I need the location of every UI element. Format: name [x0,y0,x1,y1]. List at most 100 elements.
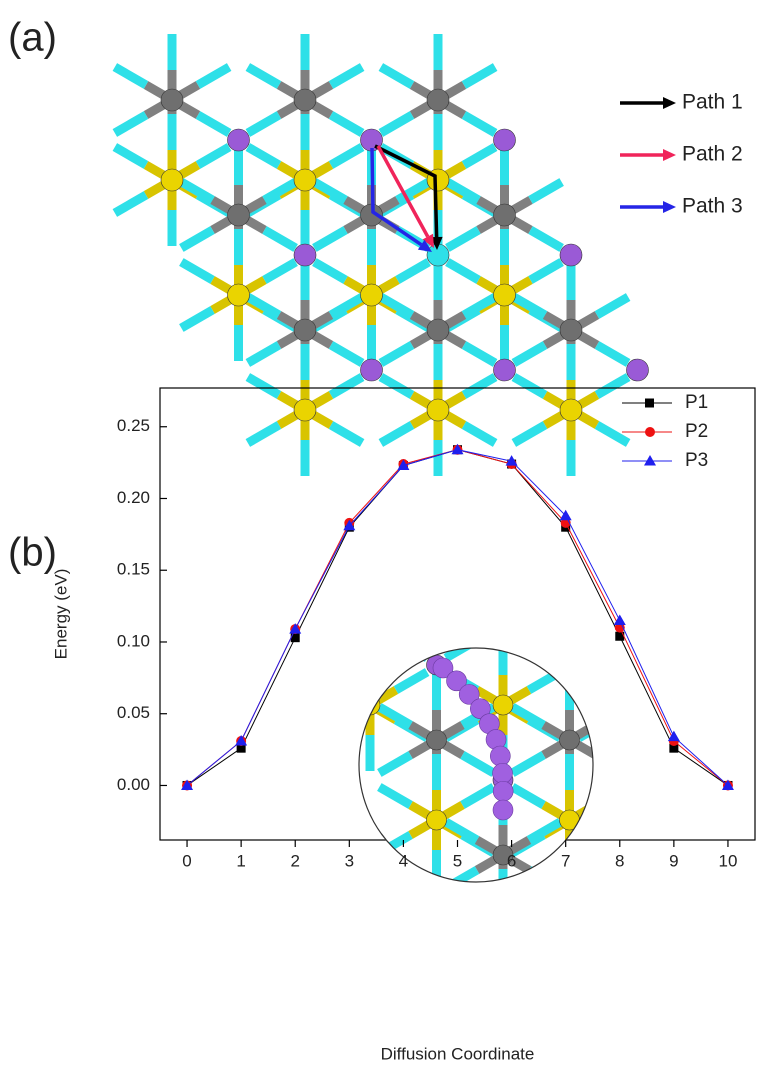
atom [626,770,646,790]
trajectory-atom [493,763,513,783]
bond [396,592,427,610]
bond [712,902,743,920]
bond [662,592,693,610]
panel-label: (a) [8,16,57,60]
bond [703,805,729,820]
atom [693,730,713,750]
bond [529,902,560,920]
bond [264,230,295,248]
y-tick-label: 0.10 [117,631,150,650]
atom [294,399,316,421]
bond [743,920,767,935]
bond [344,610,370,625]
bond [446,902,477,920]
bond [464,67,495,85]
atom [360,615,380,635]
bond [446,950,477,968]
bond [314,230,345,248]
bond [370,610,396,625]
bond [264,262,295,280]
atom [560,399,582,421]
bond [662,950,693,968]
atom [626,925,646,945]
bond [712,870,743,888]
bond [703,740,729,755]
bond [464,147,495,165]
bond [636,855,662,870]
bond [503,920,529,935]
bond [529,870,560,888]
atom [759,770,767,790]
atom [626,615,646,635]
bond [248,345,279,363]
bond [662,640,693,658]
bond [530,230,561,248]
bond [313,640,344,658]
bond [595,707,626,725]
bond [331,67,362,85]
inset [313,559,767,1001]
bond [447,262,478,280]
bond [381,115,412,133]
legend-label: Path 2 [682,143,743,166]
atom [361,359,383,381]
bond [344,625,370,640]
bond [636,625,662,640]
atom [427,319,449,341]
bond [464,115,495,133]
bond [503,625,529,640]
bond [396,640,427,658]
bond [381,67,412,85]
atom [494,129,516,151]
trajectory-atom [490,746,510,766]
atom [294,169,316,191]
x-tick-label: 5 [453,851,462,870]
atom [626,695,646,715]
legend-label: Path 3 [682,195,743,218]
x-tick-label: 0 [182,851,191,870]
atom [161,89,183,111]
atom [560,730,580,750]
bond [677,805,703,820]
y-tick-label: 0.20 [117,488,150,507]
x-tick-label: 6 [507,851,516,870]
x-tick-label: 9 [669,851,678,870]
bond [530,262,561,280]
bond [645,787,676,805]
bond [743,855,767,870]
figure: (a) Path 1Path 2Path 3 (b) 0.000.050.100… [0,0,767,1073]
bond [662,902,693,920]
bond [248,425,279,443]
atom [361,284,383,306]
bond [579,950,610,968]
bond [198,147,229,165]
bond [248,67,279,85]
bond [595,835,626,853]
bond [477,625,503,640]
bond [597,425,628,443]
bond [313,672,344,690]
bond [610,920,636,935]
bond [248,147,279,165]
bond [662,822,693,840]
bond [579,902,610,920]
page: {"panel_a": {"label": "(a)", "legend": [… [0,0,767,1073]
bond [198,67,229,85]
x-tick-label: 8 [615,851,624,870]
legend-label: P2 [685,421,708,442]
legend-arrow-head [663,149,676,161]
bond [703,725,729,740]
bond [464,345,495,363]
atom [360,695,380,715]
bond [529,640,560,658]
bond [595,787,626,805]
x-tick-label: 2 [290,851,299,870]
bond [331,425,362,443]
bond [397,262,428,280]
trajectory-atom [493,800,513,820]
bond [381,377,412,395]
atom [627,359,649,381]
bond [248,115,279,133]
atom [560,885,580,905]
bond [331,147,362,165]
